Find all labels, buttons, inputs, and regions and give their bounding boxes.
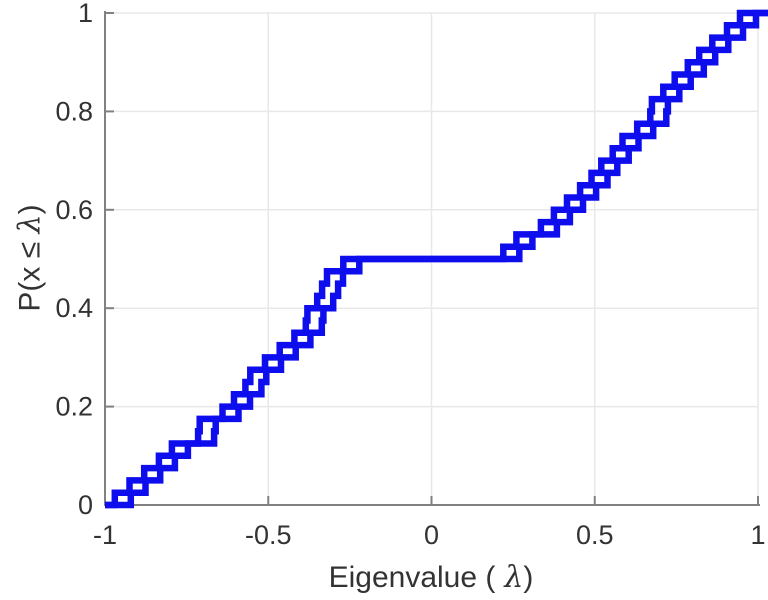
y-tick-label: 0.8 bbox=[55, 96, 93, 126]
x-axis-label-suffix: ) bbox=[523, 561, 534, 594]
y-tick-label: 0.2 bbox=[55, 392, 93, 422]
y-axis-label-suffix: ) bbox=[13, 204, 47, 215]
y-tick-label: 0.4 bbox=[55, 293, 93, 323]
y-axis-label: P(x ≤ λ) bbox=[13, 204, 48, 311]
x-tick-label: -1 bbox=[93, 520, 117, 550]
x-tick-label: -0.5 bbox=[245, 520, 292, 550]
x-axis-label-text: Eigenvalue ( bbox=[328, 561, 496, 594]
y-tick-label: 1 bbox=[78, 0, 93, 28]
y-tick-label: 0.6 bbox=[55, 195, 93, 225]
y-tick-label: 0 bbox=[78, 490, 93, 520]
y-axis-label-text: P(x ≤ bbox=[13, 233, 47, 312]
x-tick-label: 1 bbox=[750, 520, 765, 550]
ecdf-curve-shifted bbox=[105, 9, 768, 509]
lambda-symbol: λ bbox=[504, 560, 524, 595]
x-axis-label: Eigenvalue (λ) bbox=[329, 560, 534, 595]
x-tick-label: 0.5 bbox=[576, 520, 614, 550]
lambda-symbol: λ bbox=[12, 214, 48, 234]
x-tick-label: 0 bbox=[424, 520, 439, 550]
